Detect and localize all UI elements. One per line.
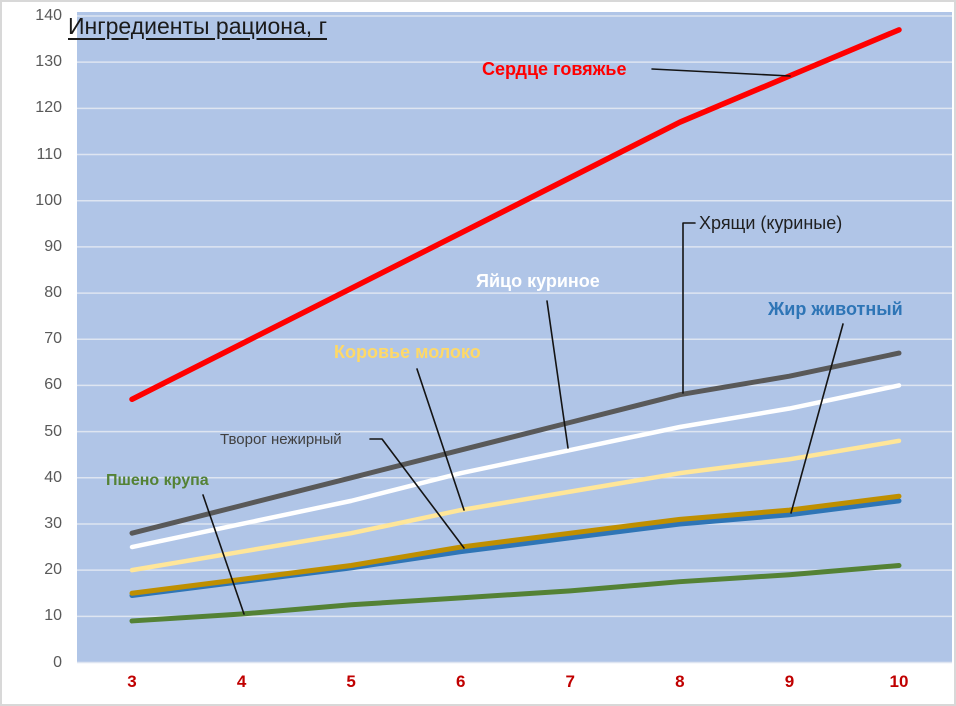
y-tick-label: 0 (53, 653, 62, 671)
series-label-chicken-egg: Яйцо куриное (476, 271, 600, 291)
y-tick-label: 20 (44, 561, 62, 579)
series-label-beef-heart: Сердце говяжье (482, 59, 627, 79)
x-tick-label: 6 (455, 672, 466, 691)
y-tick-label: 50 (44, 422, 62, 440)
y-tick-label: 80 (44, 284, 62, 302)
series-label-millet: Пшено крупа (106, 472, 209, 489)
leader-beef-heart (651, 68, 791, 77)
leader-chicken-egg (546, 300, 569, 449)
leader-cottage-cheese (369, 438, 465, 549)
y-tick-label: 60 (44, 376, 62, 394)
y-tick-label: 70 (44, 330, 62, 348)
series-line-3 (129, 438, 902, 573)
series-label-cow-milk: Коровье молоко (334, 342, 481, 362)
series-label-cartilage: Хрящи (куриные) (699, 213, 843, 233)
x-tick-label: 8 (675, 672, 685, 691)
x-tick-label: 3 (127, 672, 137, 691)
y-tick-label: 40 (44, 468, 62, 486)
y-tick-label: 130 (35, 53, 62, 71)
y-tick-label: 120 (35, 99, 62, 117)
x-tick-label: 10 (889, 672, 909, 691)
y-tick-label: 30 (44, 514, 62, 532)
y-tick-label: 140 (35, 6, 62, 24)
y-tick-label: 90 (44, 237, 62, 255)
x-tick-label: 5 (346, 672, 356, 691)
y-tick-label: 10 (44, 607, 62, 625)
series-line-1 (129, 350, 902, 536)
plot-area (77, 12, 952, 663)
y-tick-label: 100 (35, 191, 62, 209)
series-line-4 (129, 493, 902, 596)
callout-leader-lines (202, 68, 844, 615)
chart-title: Ингредиенты рациона, г (68, 13, 327, 39)
series-label-cottage-cheese: Творог нежирный (220, 431, 342, 448)
series-line-2 (129, 383, 902, 550)
x-tick-label: 7 (565, 672, 576, 691)
series-line-0 (129, 27, 902, 403)
series-label-animal-fat: Жир животный (768, 299, 903, 319)
gridlines (77, 15, 952, 664)
y-tick-label: 110 (36, 145, 62, 163)
leader-animal-fat (790, 323, 844, 514)
x-tick-label: 4 (236, 672, 247, 691)
leader-cartilage (682, 222, 696, 394)
leader-millet (202, 494, 245, 615)
series-line-6 (129, 563, 902, 624)
series-lines (129, 27, 902, 624)
leader-cow-milk (416, 368, 465, 511)
x-tick-label: 9 (784, 672, 795, 691)
